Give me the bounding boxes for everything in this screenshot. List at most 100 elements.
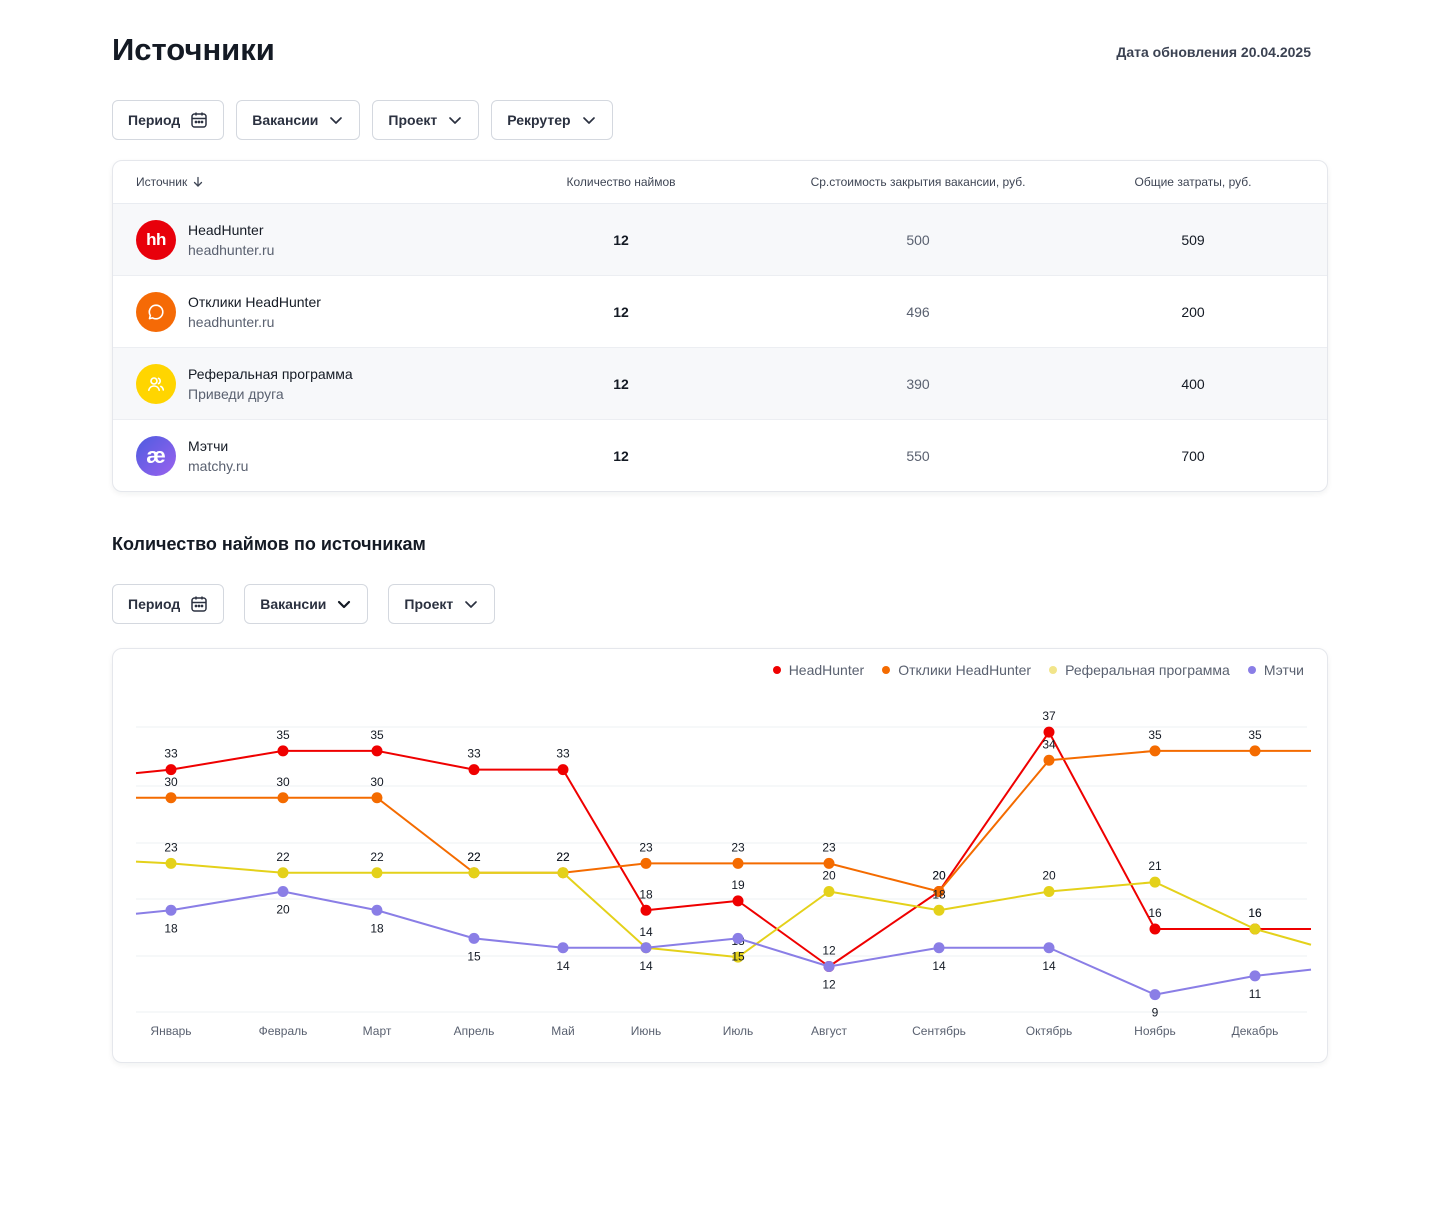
vacancies-filter-label: Вакансии xyxy=(252,112,319,128)
data-label: 22 xyxy=(276,850,290,864)
chevron-down-icon xyxy=(330,117,343,124)
data-label: 20 xyxy=(276,903,290,917)
data-point xyxy=(933,886,945,897)
column-header-source[interactable]: Источник xyxy=(136,175,204,189)
data-point xyxy=(1149,876,1161,888)
legend-item-referral[interactable]: Реферальная программа xyxy=(1049,662,1230,678)
chat-bubble-icon xyxy=(136,292,176,332)
data-point xyxy=(933,942,945,954)
data-point xyxy=(1043,754,1055,766)
sources-table: Источник Количество наймов Ср.стоимость … xyxy=(112,160,1328,492)
data-label: 30 xyxy=(370,775,384,789)
data-point xyxy=(468,932,480,944)
x-tick-label: Январь xyxy=(150,1024,191,1038)
data-label: 23 xyxy=(822,840,836,854)
series-line xyxy=(136,749,1311,893)
data-point xyxy=(732,932,744,944)
data-label: 23 xyxy=(639,840,653,854)
table-row[interactable]: æ Мэтчи matchy.ru 12 550 700 xyxy=(113,420,1327,491)
data-point xyxy=(371,745,383,757)
data-label: 20 xyxy=(822,869,836,883)
series-line xyxy=(135,731,1311,968)
x-tick-label: Сентябрь xyxy=(912,1024,966,1038)
source-name: Отклики HeadHunter xyxy=(188,294,321,310)
data-label: 30 xyxy=(164,775,178,789)
chart-vacancies-filter-button[interactable]: Вакансии xyxy=(244,584,369,624)
data-label: 22 xyxy=(370,850,384,864)
legend-item-matchy[interactable]: Мэтчи xyxy=(1247,662,1304,678)
data-point xyxy=(732,857,744,869)
hires-count: 12 xyxy=(613,448,629,464)
chart-filter-bar: Период Вакансии Проект xyxy=(112,584,496,624)
data-point xyxy=(933,904,945,916)
chart-vacancies-filter-label: Вакансии xyxy=(260,596,327,612)
hires-count: 12 xyxy=(613,232,629,248)
series-line xyxy=(135,860,1312,959)
headhunter-logo: hh xyxy=(136,220,176,260)
legend-item-headhunter[interactable]: HeadHunter xyxy=(772,662,864,678)
x-tick-label: Декабрь xyxy=(1232,1024,1279,1038)
legend-label: Мэтчи xyxy=(1263,662,1304,678)
x-tick-label: Август xyxy=(811,1024,848,1038)
data-point xyxy=(823,886,835,897)
chart-legend: HeadHunter Отклики HeadHunter Реферальна… xyxy=(772,662,1304,678)
arrow-down-icon xyxy=(194,176,203,187)
data-label: 14 xyxy=(556,959,570,973)
x-tick-label: Март xyxy=(363,1024,392,1038)
period-filter-button[interactable]: Период xyxy=(112,100,225,140)
recruiter-filter-button[interactable]: Рекрутер xyxy=(491,100,613,140)
data-point xyxy=(371,792,383,804)
data-label: 22 xyxy=(467,850,481,864)
data-label: 15 xyxy=(731,949,745,963)
data-label: 20 xyxy=(932,869,946,883)
total-cost: 509 xyxy=(1181,232,1205,248)
chart-period-filter-button[interactable]: Период xyxy=(112,584,225,624)
source-subtitle: headhunter.ru xyxy=(188,242,275,258)
data-point xyxy=(165,764,177,776)
data-label: 30 xyxy=(276,775,290,789)
chart-section-title: Количество наймов по источникам xyxy=(112,534,426,554)
data-label: 16 xyxy=(1248,906,1262,920)
source-name: HeadHunter xyxy=(188,222,264,238)
calendar-icon xyxy=(191,596,208,612)
avg-cost: 390 xyxy=(906,376,930,392)
data-label: 20 xyxy=(1042,869,1056,883)
table-row[interactable]: Реферальная программа Приведи друга 12 3… xyxy=(113,348,1327,420)
data-point xyxy=(640,857,652,869)
top-filter-bar: Период Вакансии Проект Рекрутер xyxy=(112,100,613,140)
data-point xyxy=(1149,745,1161,757)
chevron-down-icon xyxy=(582,117,595,124)
data-label: 21 xyxy=(1148,859,1162,873)
table-row[interactable]: hh HeadHunter headhunter.ru 12 500 509 xyxy=(113,204,1327,276)
data-point xyxy=(732,895,744,907)
data-label: 35 xyxy=(1148,728,1162,742)
column-header-avg-cost: Ср.стоимость закрытия вакансии, руб. xyxy=(810,175,1026,189)
data-label: 14 xyxy=(1042,959,1056,973)
data-label: 15 xyxy=(467,949,481,963)
data-label: 35 xyxy=(276,728,290,742)
project-filter-button[interactable]: Проект xyxy=(372,100,480,140)
data-label: 19 xyxy=(731,878,745,892)
table-row[interactable]: Отклики HeadHunter headhunter.ru 12 496 … xyxy=(113,276,1327,348)
data-label: 16 xyxy=(1148,906,1162,920)
data-label: 23 xyxy=(164,840,178,854)
data-label: 37 xyxy=(1042,709,1056,723)
data-label: 22 xyxy=(467,850,481,864)
legend-label: Отклики HeadHunter xyxy=(898,662,1032,678)
data-point xyxy=(640,942,652,954)
total-cost: 400 xyxy=(1181,376,1205,392)
data-label: 14 xyxy=(639,925,653,939)
data-point xyxy=(277,886,289,897)
chart-project-filter-button[interactable]: Проект xyxy=(388,584,496,624)
matchy-logo: æ xyxy=(136,436,176,476)
data-label: 11 xyxy=(1249,987,1262,1001)
x-tick-label: Октябрь xyxy=(1026,1024,1073,1038)
update-date: Дата обновления 20.04.2025 xyxy=(1116,44,1311,60)
vacancies-filter-button[interactable]: Вакансии xyxy=(236,100,361,140)
legend-item-hh-responses[interactable]: Отклики HeadHunter xyxy=(882,662,1031,678)
legend-dot xyxy=(1049,666,1058,674)
source-subtitle: headhunter.ru xyxy=(188,314,275,330)
source-name: Мэтчи xyxy=(188,438,229,454)
data-point xyxy=(823,857,835,869)
data-label: 18 xyxy=(164,921,178,935)
